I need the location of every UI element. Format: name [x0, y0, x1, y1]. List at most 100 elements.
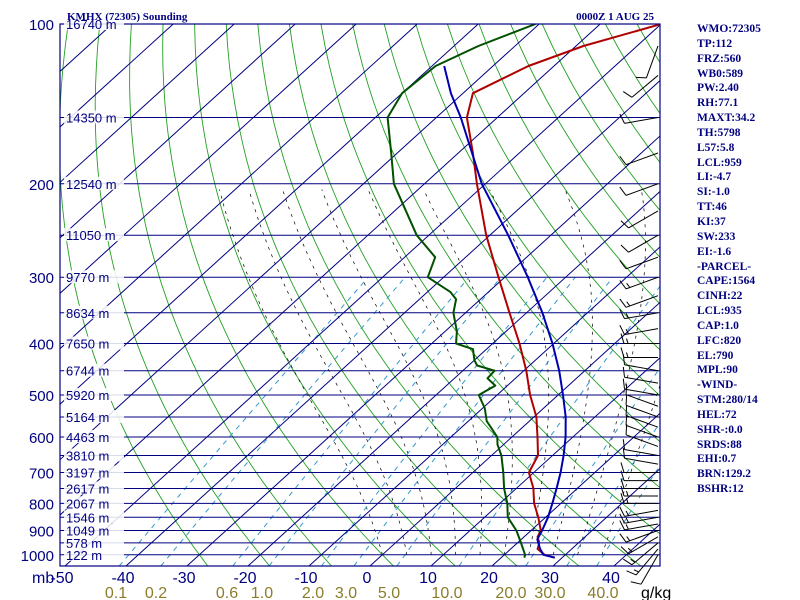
wind-barb: [622, 447, 659, 465]
mixing-ratio-tick-label: 40.0: [587, 585, 618, 600]
wind-barbs: [619, 45, 659, 585]
temperature-tick-label: -10: [294, 570, 317, 587]
height-label-bg: [64, 496, 124, 510]
index-panel: WMO:72305 TP:112 FRZ:560 WB0:589 PW:2.40 RH:7…: [697, 22, 800, 497]
temperature-tick-label: 10: [419, 570, 437, 587]
wind-barb: [620, 536, 659, 555]
wind-barb: [620, 347, 658, 359]
dry-adiabat: [510, 24, 660, 259]
mixing-ratio-line: [160, 276, 406, 566]
pressure-unit-label: mb: [32, 570, 54, 587]
wind-barb: [635, 45, 659, 79]
isotherm: [369, 301, 660, 566]
wind-barb: [625, 394, 659, 418]
temperature-tick-label: -40: [111, 570, 134, 587]
wind-barb: [622, 542, 659, 566]
mixing-ratio-tick-label: 20.0: [495, 585, 526, 600]
pressure-tick-label: 200: [29, 177, 54, 194]
wind-barb: [619, 513, 659, 524]
index-row: LCL:935: [697, 305, 742, 318]
wind-barb: [620, 493, 658, 504]
mixing-ratio-tick-label: 10.0: [431, 585, 462, 600]
index-row: EHI:0.7: [697, 453, 737, 466]
wind-barb: [619, 506, 659, 517]
index-row: TH:5798: [697, 126, 741, 139]
isotherm: [60, 24, 540, 461]
mixing-ratio-tick-label: 5.0: [378, 585, 400, 600]
mixing-ratio-tick-label: 3.0: [335, 585, 357, 600]
pressure-tick-label: 1000: [21, 548, 54, 565]
index-row: WMO:72305: [697, 23, 761, 35]
index-row: LFC:820: [697, 334, 742, 347]
height-label-bg: [64, 409, 124, 423]
dry-adiabat: [446, 24, 660, 351]
dry-adiabat: [162, 24, 394, 566]
height-label-bg: [64, 336, 124, 350]
wind-barb: [625, 414, 659, 438]
mixing-ratio-tick-label: 0.1: [105, 585, 127, 600]
wind-barb: [620, 234, 659, 253]
height-label: 5920 m: [66, 388, 109, 403]
wind-barb: [619, 276, 659, 290]
isotherm: [552, 468, 660, 566]
mixing-ratio-line: [232, 276, 470, 566]
height-label: 2067 m: [66, 496, 109, 511]
index-row: LI:-4.7: [697, 171, 732, 184]
height-label: 9770 m: [66, 270, 109, 285]
isotherm: [60, 24, 235, 184]
dry-adiabat: [415, 24, 660, 397]
height-label-bg: [64, 270, 124, 284]
height-label: 3197 m: [66, 466, 109, 481]
height-label: 11050 m: [66, 228, 116, 243]
index-row: TP:112: [697, 37, 733, 50]
height-label: 16740 m: [66, 17, 117, 32]
index-row: LCL:959: [697, 156, 742, 169]
height-label: 578 m: [66, 536, 102, 551]
moist-adiabat: [552, 189, 593, 555]
isotherm: [64, 24, 660, 566]
height-label-bg: [64, 535, 124, 549]
index-row: SW:233: [697, 230, 736, 243]
height-label-bg: [64, 176, 124, 190]
height-label-bg: [64, 363, 124, 377]
index-row: STM:280/14: [697, 394, 758, 407]
pressure-tick-label: 100: [29, 17, 54, 34]
index-row: EL:790: [697, 349, 734, 362]
temperature-tick-label: -50: [50, 570, 73, 587]
height-label: 12540 m: [66, 177, 117, 192]
mixing-ratio-line: [353, 276, 576, 566]
wind-barb: [620, 462, 658, 474]
wind-barb: [619, 183, 659, 196]
mixing-ratio-line: [268, 276, 502, 566]
dry-adiabat: [225, 24, 518, 566]
index-row: -PARCEL-: [697, 260, 752, 273]
index-row: BRN:129.2: [697, 468, 751, 481]
height-label-bg: [64, 547, 124, 561]
wind-barb: [622, 75, 659, 98]
moist-adiabat: [367, 189, 483, 555]
wind-barb: [622, 378, 659, 396]
wind-barb: [619, 256, 659, 270]
mixing-ratio-line: [525, 367, 660, 566]
wind-barb: [625, 424, 659, 447]
mixing-ratio-line: [458, 285, 660, 566]
height-label-bg: [64, 465, 124, 479]
temperature-tick-label: 30: [541, 570, 559, 587]
dry-adiabat: [478, 24, 660, 305]
index-row: CINH:22: [697, 290, 743, 303]
temperature-tick-label: 20: [480, 570, 498, 587]
index-row: CAPE:1564: [697, 275, 756, 288]
height-label: 7650 m: [66, 337, 109, 352]
isotherm: [491, 412, 660, 566]
wind-barb: [619, 520, 659, 531]
height-label: 6744 m: [66, 364, 109, 379]
mixing-ratio-line: [596, 464, 660, 566]
index-row: EI:-1.6: [697, 245, 732, 258]
index-row: L57:5.8: [697, 141, 735, 154]
mixing-ratio-line: [396, 276, 614, 566]
height-label: 14350 m: [66, 110, 117, 125]
height-label-bg: [64, 448, 124, 462]
dewpoint-trace: [386, 24, 536, 558]
wind-barb: [619, 309, 659, 320]
mixing-ratio-line: [321, 276, 548, 566]
